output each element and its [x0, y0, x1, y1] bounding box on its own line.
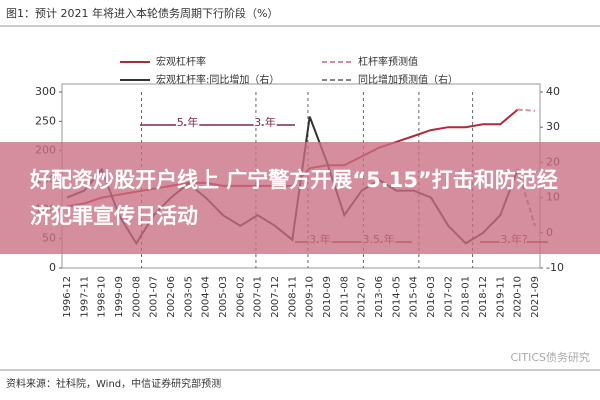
x-tick-label: 2013-06 — [374, 276, 385, 318]
x-tick-label: 2018-12 — [478, 276, 489, 318]
x-tick-label: 2009-10 — [305, 276, 316, 318]
x-tick-label: 2002-06 — [166, 276, 177, 318]
y-tick-label: 300 — [35, 85, 56, 98]
legend-label: 杠杆率预测值 — [358, 55, 418, 68]
x-tick-label: 2018-01 — [461, 276, 472, 318]
y-tick-label: 250 — [35, 114, 56, 127]
x-tick-label: 2016-03 — [426, 276, 437, 318]
x-tick-label: 2010-09 — [322, 276, 333, 318]
watermark: CITICS债务研究 — [510, 350, 590, 364]
x-tick-label: 2015-04 — [409, 276, 420, 318]
legend-label: 宏观杠杆率 — [156, 55, 206, 68]
x-tick-label: 1997-11 — [79, 276, 90, 318]
annotation: 3 年 — [254, 115, 276, 129]
x-tick-label: 2021-09 — [530, 276, 541, 318]
y-tick-label: 0 — [49, 261, 56, 274]
y2-tick-label: 40 — [546, 85, 560, 98]
source: 资料来源：社科院，Wind，中信证券研究部预测 — [6, 377, 221, 390]
x-tick-label: 2008-11 — [287, 276, 298, 318]
legend-label: 同比增加预测值（右） — [358, 73, 458, 86]
legend-label: 宏观杠杆率:同比增加（右） — [156, 73, 279, 86]
series-line — [517, 108, 536, 112]
x-tick-label: 2004-04 — [201, 276, 212, 318]
x-tick-label: 2003-05 — [183, 276, 194, 318]
x-tick-label: 2017-02 — [443, 276, 454, 318]
x-tick-label: 2000-08 — [131, 276, 142, 318]
y2-tick-label: 30 — [546, 120, 560, 133]
x-tick-label: 2020-10 — [513, 276, 524, 318]
x-tick-label: 2005-03 — [218, 276, 229, 318]
x-tick-label: 2006-02 — [235, 276, 246, 318]
x-tick-label: 2014-05 — [391, 276, 402, 318]
x-tick-label: 1999-09 — [114, 276, 125, 318]
x-tick-label: 2007-12 — [270, 276, 281, 318]
x-tick-label: 2012-07 — [357, 276, 368, 318]
x-tick-label: 2001-07 — [149, 276, 160, 318]
x-tick-label: 2011-08 — [339, 276, 350, 318]
x-tick-label: 2007-01 — [253, 276, 264, 318]
annotation: 5 年 — [177, 115, 199, 129]
banner-text: 好配资炒股开户线上 广宁警方开展“5.15”打击和防范经济犯罪宣传日活动 — [30, 168, 558, 228]
banner: 好配资炒股开户线上 广宁警方开展“5.15”打击和防范经济犯罪宣传日活动 — [0, 142, 600, 254]
chart-title: 图1：预计 2021 年将进入本轮债务周期下行阶段（%） — [6, 6, 278, 20]
x-tick-label: 1996-12 — [62, 276, 73, 318]
y2-tick-label: -10 — [546, 261, 564, 274]
x-tick-label: 2019-11 — [495, 276, 506, 318]
x-tick-label: 1998-10 — [97, 276, 108, 318]
